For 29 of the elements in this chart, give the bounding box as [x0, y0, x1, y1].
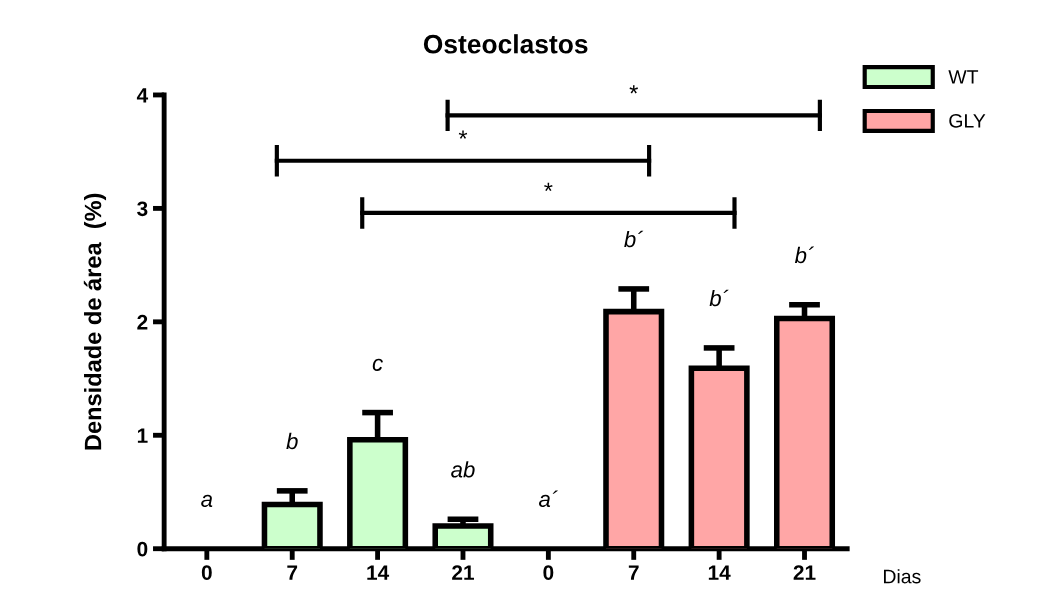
- x-tick-label: 0: [201, 565, 212, 580]
- annotation: b´: [709, 289, 729, 307]
- annotation: ab: [451, 461, 475, 478]
- annotation: a´: [538, 490, 558, 508]
- legend-label: WT: [948, 70, 979, 84]
- annotation: a: [201, 494, 213, 508]
- y-tick-label: 0: [137, 541, 148, 557]
- annotation: b: [286, 432, 298, 450]
- x-tick-label: 21: [793, 565, 816, 580]
- x-tick-label: 14: [367, 565, 390, 580]
- annotation: *: [544, 182, 553, 192]
- annotation: c: [372, 358, 383, 371]
- x-axis-title: Dias: [883, 569, 921, 584]
- chart-title: Osteoclastos: [423, 34, 588, 54]
- x-tick-label: 0: [543, 565, 554, 580]
- y-tick-label: 1: [137, 428, 148, 443]
- text: *: [629, 85, 638, 94]
- annotation: b´: [794, 246, 815, 264]
- x-tick-label: 7: [628, 565, 639, 580]
- y-axis-title: Densidade de área (%): [83, 193, 107, 450]
- y-tick-label: 3: [137, 201, 148, 217]
- y-tick-label: 2: [137, 314, 148, 330]
- x-tick-label: 14: [708, 565, 731, 580]
- annotation: b´: [624, 230, 644, 248]
- x-tick-label: 21: [452, 565, 474, 580]
- x-tick-label: 7: [287, 565, 298, 580]
- annotation: *: [458, 130, 468, 139]
- legend-label: GLY: [949, 113, 986, 128]
- y-tick-label: 4: [136, 88, 149, 103]
